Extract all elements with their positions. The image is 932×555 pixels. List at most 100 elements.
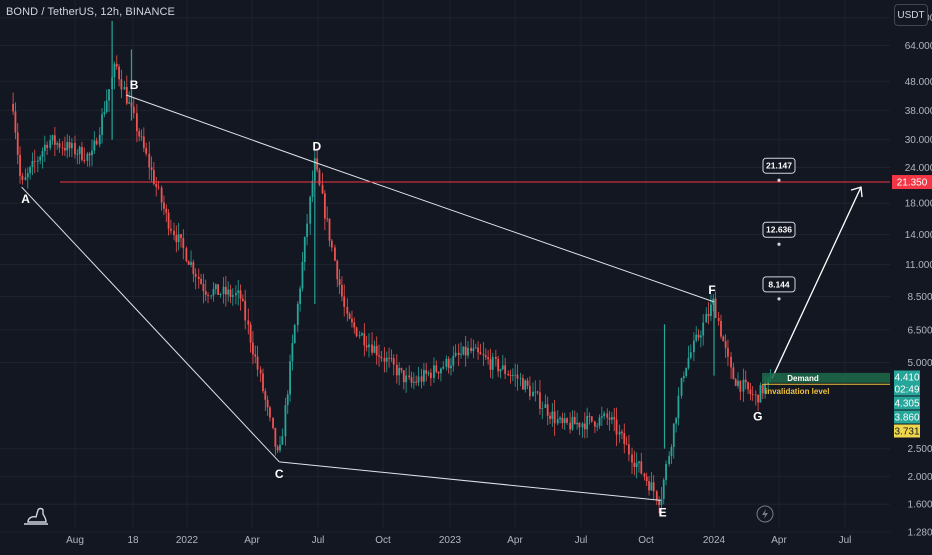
candle-body xyxy=(330,240,333,248)
candle-body xyxy=(685,367,688,377)
candle-body xyxy=(445,358,448,367)
y-tick-label: 6.500 xyxy=(907,325,932,336)
candle-body xyxy=(551,411,554,419)
tradingview-logo xyxy=(24,507,48,525)
candle-body xyxy=(454,352,457,356)
symbol-title[interactable]: BOND / TetherUS, 12h, BINANCE xyxy=(6,6,175,18)
candle-body xyxy=(470,347,472,352)
candle-body xyxy=(244,300,247,321)
wave-label-b: B xyxy=(130,78,139,92)
candle-body xyxy=(328,218,331,241)
candle-body xyxy=(39,156,42,161)
candle-body xyxy=(652,482,655,492)
projection-arrow-line xyxy=(771,186,862,379)
candle-body xyxy=(259,369,262,374)
candle-body xyxy=(487,357,490,360)
candle-body xyxy=(598,417,601,426)
target-box xyxy=(762,221,796,238)
candle-body xyxy=(643,473,646,477)
candle-body xyxy=(224,286,227,295)
candle-body xyxy=(24,177,27,180)
candle-body xyxy=(479,352,482,355)
candle-body xyxy=(190,262,192,265)
candle-body xyxy=(739,380,742,392)
candle-body xyxy=(380,356,383,359)
currency-button[interactable]: USDT xyxy=(894,4,928,26)
candle-body xyxy=(621,431,623,434)
candle-body xyxy=(648,481,650,491)
candle-body xyxy=(714,298,717,319)
candle-body xyxy=(415,381,418,383)
candle-body xyxy=(722,336,725,342)
y-tick-label: 1.600 xyxy=(907,500,932,511)
candle-body xyxy=(286,394,289,406)
x-tick-label: Apr xyxy=(507,535,523,546)
candle-body xyxy=(600,416,603,418)
wedge-line-upper xyxy=(125,94,315,163)
y-tick-label: 2.500 xyxy=(907,444,932,455)
candle-body xyxy=(680,378,683,396)
candle-body xyxy=(16,132,19,155)
candle-body xyxy=(727,347,729,357)
target-label: 8.144 xyxy=(768,279,790,289)
candle-body xyxy=(91,150,93,156)
candle-body xyxy=(41,151,44,157)
candle-body xyxy=(21,175,24,180)
candle-body xyxy=(442,366,445,369)
candle-body xyxy=(212,288,215,296)
x-tick-label: Oct xyxy=(375,535,391,546)
candle-body xyxy=(412,381,415,383)
candle-body xyxy=(301,262,304,289)
candle-body xyxy=(53,135,56,145)
candle-body xyxy=(514,374,517,376)
candle-body xyxy=(559,417,561,420)
resistance-price-tag xyxy=(892,175,932,190)
candle-body xyxy=(338,279,341,285)
candle-body xyxy=(519,377,522,379)
x-tick-label: Apr xyxy=(244,535,260,546)
candle-body xyxy=(586,415,589,430)
candle-body xyxy=(576,422,578,425)
candle-body xyxy=(662,479,665,500)
wave-label-e: E xyxy=(659,505,667,519)
candle-body xyxy=(699,335,702,338)
candle-body xyxy=(318,169,321,185)
candle-body xyxy=(88,153,91,156)
candle-body xyxy=(355,327,358,337)
candle-body xyxy=(68,142,71,149)
candle-body xyxy=(311,180,314,197)
candle-body xyxy=(192,262,195,274)
candle-body xyxy=(281,436,284,445)
candle-body xyxy=(95,140,98,145)
candle-body xyxy=(392,358,395,365)
candle-body xyxy=(499,369,502,372)
candle-body xyxy=(197,276,200,279)
candle-body xyxy=(276,446,279,451)
candle-body xyxy=(420,376,423,382)
candle-body xyxy=(489,359,492,370)
candles-layer xyxy=(12,20,772,517)
candle-body xyxy=(497,358,500,372)
candle-body xyxy=(142,136,145,148)
candle-body xyxy=(450,365,452,369)
candle-body xyxy=(440,368,442,374)
candle-body xyxy=(417,376,420,383)
x-tick-label: Oct xyxy=(638,535,654,546)
candle-body xyxy=(477,347,479,353)
candle-body xyxy=(549,415,551,419)
candle-body xyxy=(115,63,118,67)
candle-body xyxy=(375,345,378,356)
candle-body xyxy=(306,223,308,238)
candle-body xyxy=(730,356,732,368)
candle-body xyxy=(210,295,213,297)
candle-body xyxy=(737,380,739,386)
candle-body xyxy=(120,79,123,90)
x-tick-label: Jul xyxy=(312,535,325,546)
candle-body xyxy=(363,333,366,346)
lightning-icon[interactable] xyxy=(756,505,774,523)
candle-body xyxy=(222,286,225,294)
